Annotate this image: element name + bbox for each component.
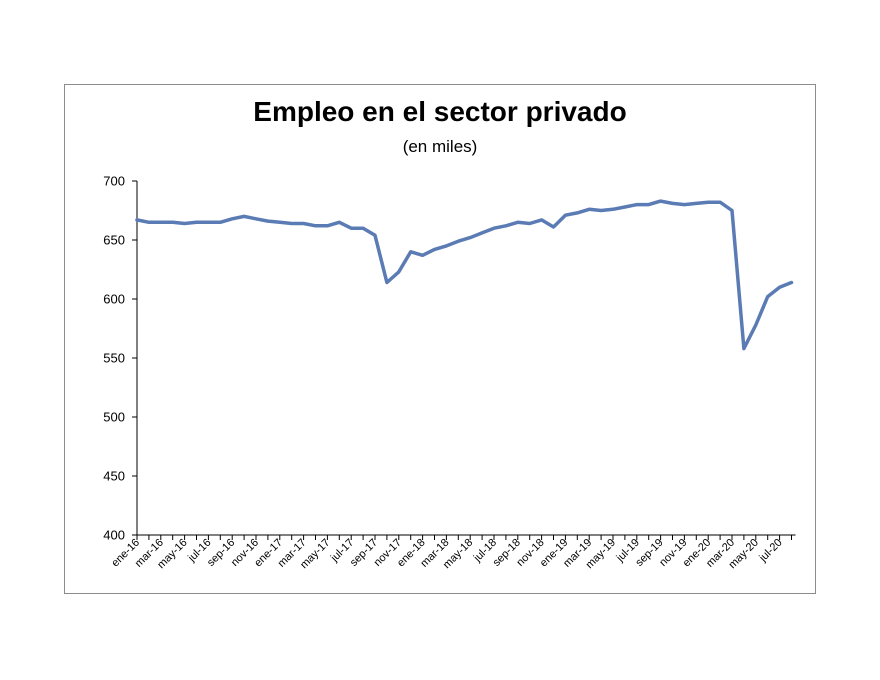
data-point (255, 217, 258, 220)
data-point (659, 200, 662, 203)
series-line (135, 199, 794, 351)
data-point (564, 214, 567, 217)
y-tick-label: 700 (103, 174, 125, 189)
data-point (647, 203, 650, 206)
data-point (302, 222, 305, 225)
data-point (136, 218, 139, 221)
data-point (266, 220, 269, 223)
data-point (719, 201, 722, 204)
data-point (481, 231, 484, 234)
data-point (207, 221, 210, 224)
data-point (778, 286, 781, 289)
data-point (612, 208, 615, 211)
data-point (516, 221, 519, 224)
data-point (362, 227, 365, 230)
data-point (278, 221, 281, 224)
data-point (635, 203, 638, 206)
data-point (528, 222, 531, 225)
data-point (671, 202, 674, 205)
data-point (195, 221, 198, 224)
data-point (374, 234, 377, 237)
data-point (445, 244, 448, 247)
data-point (731, 209, 734, 212)
data-point (766, 295, 769, 298)
data-point (683, 203, 686, 206)
data-point (576, 211, 579, 214)
data-point (552, 226, 555, 229)
data-point (742, 347, 745, 350)
y-tick-label: 550 (103, 351, 125, 366)
data-point (707, 201, 710, 204)
data-point (397, 270, 400, 273)
data-point (171, 221, 174, 224)
data-point (231, 217, 234, 220)
data-point (600, 209, 603, 212)
y-tick-label: 500 (103, 410, 125, 425)
data-point (421, 254, 424, 257)
data-point (385, 281, 388, 284)
data-point (790, 281, 793, 284)
data-point (314, 224, 317, 227)
data-point (159, 221, 162, 224)
data-point (338, 221, 341, 224)
data-point (350, 227, 353, 230)
data-point (183, 222, 186, 225)
data-point (588, 208, 591, 211)
y-tick-label: 650 (103, 233, 125, 248)
chart-frame (64, 84, 816, 594)
y-tick-label: 400 (103, 528, 125, 543)
chart-subtitle: (en miles) (402, 137, 478, 156)
data-point (243, 215, 246, 218)
data-point (433, 248, 436, 251)
data-point (623, 205, 626, 208)
data-point (457, 240, 460, 243)
data-point (326, 224, 329, 227)
data-point (540, 218, 543, 221)
data-point (290, 222, 293, 225)
x-tick-label: jul-20 (757, 537, 785, 565)
data-point (695, 202, 698, 205)
chart-title: Empleo en el sector privado (253, 96, 627, 127)
data-point (504, 224, 507, 227)
data-point (469, 236, 472, 239)
data-point (493, 227, 496, 230)
data-point (219, 221, 222, 224)
y-tick-label: 600 (103, 292, 125, 307)
data-point (409, 250, 412, 253)
data-point (147, 221, 150, 224)
data-point (754, 323, 757, 326)
y-tick-label: 450 (103, 469, 125, 484)
